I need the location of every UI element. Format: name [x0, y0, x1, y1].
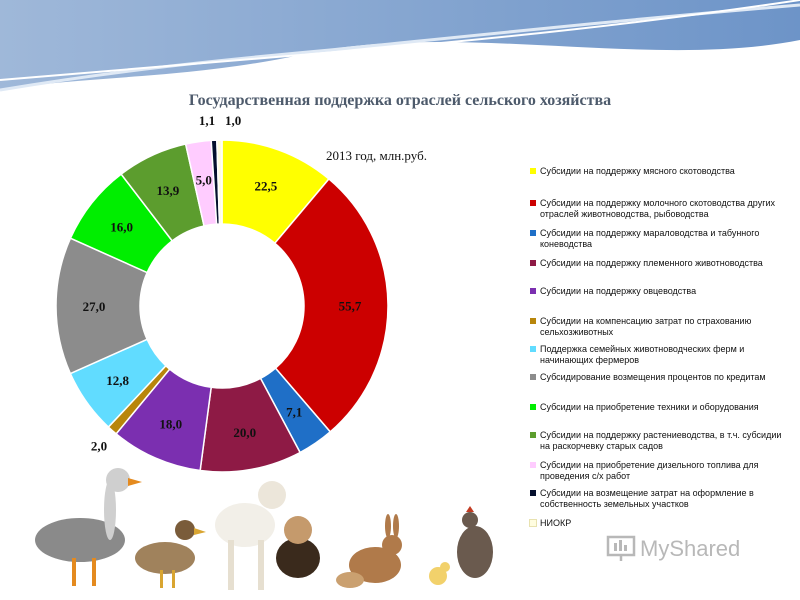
farm-animals-illustration [35, 468, 493, 590]
data-label: 1,1 [199, 113, 215, 128]
data-label: 2,0 [91, 438, 107, 453]
legend-label: Субсидии на возмещение затрат на оформле… [540, 488, 754, 509]
chick-icon [429, 562, 450, 585]
lamb-icon [215, 481, 286, 590]
rabbit-icon [336, 514, 402, 588]
legend-swatch [530, 230, 536, 236]
legend-swatch [529, 519, 537, 527]
puppy-icon [276, 516, 320, 578]
legend-swatch [530, 374, 536, 380]
legend-item: Субсидии на поддержку мараловодства и та… [530, 228, 792, 250]
legend-item: Поддержка семейных животноводческих ферм… [530, 344, 792, 366]
legend-swatch [530, 168, 536, 174]
data-label: 16,0 [110, 220, 133, 235]
legend-item: Субсидии на поддержку племенного животно… [530, 258, 792, 269]
data-label: 7,1 [286, 405, 302, 420]
legend-label: Субсидии на поддержку племенного животно… [540, 258, 763, 268]
legend-swatch [530, 260, 536, 266]
legend-item: Субсидии на поддержку овцеводства [530, 286, 792, 297]
legend-label: НИОКР [540, 518, 572, 528]
data-label: 5,0 [196, 172, 212, 187]
legend-item: Субсидии на приобретение дизельного топл… [530, 460, 792, 482]
data-label: 55,7 [339, 298, 362, 313]
data-label: 13,9 [156, 183, 179, 198]
legend-item: Субсидии на возмещение затрат на оформле… [530, 488, 792, 510]
legend-label: Субсидии на поддержку мясного скотоводст… [540, 166, 735, 176]
legend-swatch [530, 346, 536, 352]
legend-label: Поддержка семейных животноводческих ферм… [540, 344, 745, 365]
legend-label: Субсидии на приобретение техники и обору… [540, 402, 759, 412]
presentation-board-icon [606, 535, 636, 561]
data-label: 12,8 [106, 373, 129, 388]
legend-label: Субсидии на компенсацию затрат по страхо… [540, 316, 752, 337]
legend-item: Субсидии на приобретение техники и обору… [530, 402, 792, 413]
watermark-text: MyShared [640, 536, 741, 561]
legend-item: НИОКР [529, 518, 792, 529]
legend-item: Субсидии на компенсацию затрат по страхо… [530, 316, 792, 338]
data-label: 20,0 [233, 425, 256, 440]
legend-item: Субсидии на поддержку растениеводства, в… [530, 430, 792, 452]
legend-label: Субсидии на поддержку овцеводства [540, 286, 697, 296]
legend-label: Субсидии на поддержку молочного скотовод… [540, 198, 776, 219]
data-label: 22,5 [254, 179, 277, 194]
legend-swatch [530, 490, 536, 496]
data-label: 18,0 [159, 416, 182, 431]
legend-label: Субсидии на поддержку мараловодства и та… [540, 228, 760, 249]
data-label: 1,0 [225, 113, 241, 128]
legend-label: Субсидии на поддержку растениеводства, в… [540, 430, 782, 451]
legend-swatch [530, 404, 536, 410]
goose-icon [35, 468, 142, 586]
legend-item: Субсидии на поддержку мясного скотоводст… [530, 166, 792, 177]
legend-swatch [530, 318, 536, 324]
hen-icon [457, 506, 493, 578]
legend-swatch [530, 432, 536, 438]
legend-swatch [530, 288, 536, 294]
donut-slice [216, 139, 223, 225]
legend-swatch [530, 462, 536, 468]
chart-subtitle: 2013 год, млн.руб. [326, 148, 427, 163]
duck-icon [135, 520, 206, 588]
legend-item: Субсидии на поддержку молочного скотовод… [530, 198, 792, 220]
legend-item: Субсидирование возмещения процентов по к… [530, 372, 792, 383]
donut-slice [273, 177, 389, 433]
legend-label: Субсидирование возмещения процентов по к… [540, 372, 766, 382]
legend-label: Субсидии на приобретение дизельного топл… [540, 460, 759, 481]
chart-title: Государственная поддержка отраслей сельс… [188, 92, 612, 109]
legend-swatch [530, 200, 536, 206]
data-label: 27,0 [83, 299, 106, 314]
myshared-watermark: MyShared [606, 535, 740, 563]
